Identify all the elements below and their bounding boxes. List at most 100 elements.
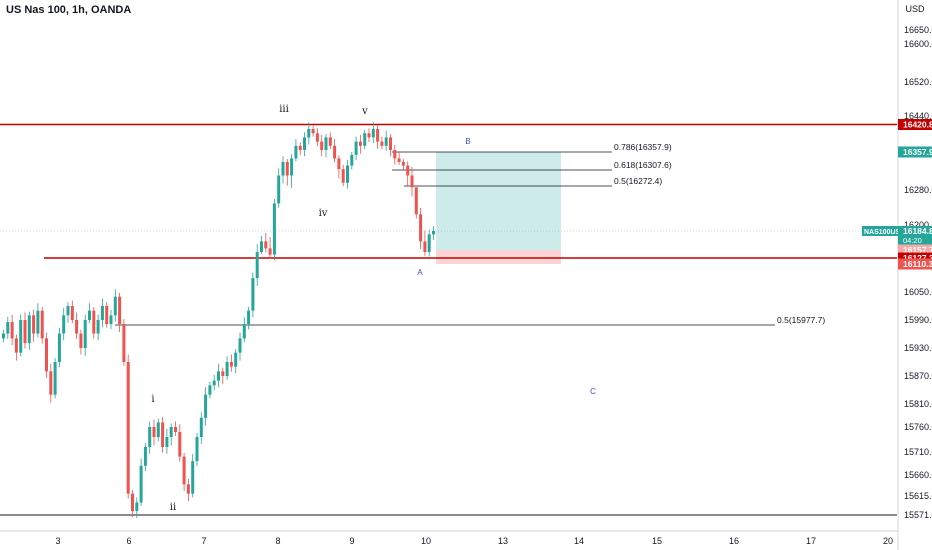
- candle-body: [208, 385, 212, 395]
- badge-text: 16420.8: [903, 120, 932, 130]
- candle-0: [2, 329, 5, 343]
- candle-body: [70, 306, 74, 320]
- candle-body: [83, 320, 87, 348]
- badge-bg: [898, 226, 932, 245]
- fib-label-0: 0.786(16357.9): [614, 142, 672, 152]
- badge-text: 16157.7: [903, 245, 932, 255]
- candle-body: [152, 427, 156, 437]
- x-tick-label-6: 13: [498, 536, 508, 546]
- candle-54: [234, 348, 238, 374]
- candle-28: [122, 319, 126, 366]
- candle-84: [363, 129, 367, 150]
- candle-4: [19, 314, 23, 357]
- candle-7: [32, 309, 36, 342]
- candle-51: [221, 367, 225, 384]
- candle-48: [208, 381, 212, 399]
- candle-65: [281, 156, 285, 184]
- candle-42: [182, 452, 186, 491]
- candle-71: [307, 122, 311, 145]
- candle-body: [410, 175, 414, 188]
- candle-10: [45, 332, 48, 378]
- candle-66: [285, 159, 289, 186]
- candle-61: [264, 232, 268, 253]
- candle-96: [414, 187, 418, 219]
- candle-body: [6, 322, 10, 334]
- x-axis: 3 6 7 8 9 10 13 14 15 16 17 20: [0, 530, 898, 546]
- candle-body: [414, 187, 418, 215]
- candle-body: [303, 137, 306, 150]
- candle-body: [36, 310, 40, 334]
- candle-body: [229, 362, 233, 367]
- candle-26: [113, 289, 117, 322]
- candle-body: [393, 150, 397, 159]
- candle-body: [268, 248, 272, 255]
- candle-22: [96, 314, 100, 341]
- candle-94: [406, 161, 410, 186]
- candle-body: [260, 241, 263, 253]
- candle-body: [19, 320, 23, 353]
- candle-body: [333, 145, 337, 159]
- candle-44: [191, 453, 195, 498]
- candle-8: [36, 303, 40, 338]
- target-zone: [436, 152, 561, 250]
- candle-body: [247, 310, 251, 325]
- candle-90: [389, 134, 392, 157]
- candle-99: [427, 229, 431, 257]
- candle-16: [70, 300, 74, 324]
- candle-body: [62, 315, 66, 334]
- candle-1: [6, 316, 10, 339]
- candle-body: [337, 158, 341, 170]
- candle-body: [397, 158, 401, 162]
- candle-body: [320, 141, 324, 150]
- candle-63: [272, 199, 276, 261]
- candle-19: [83, 314, 87, 356]
- candle-body: [96, 320, 100, 334]
- candle-14: [62, 307, 66, 341]
- candle-53: [229, 354, 233, 372]
- candle-30: [131, 489, 134, 517]
- wave-label-ii: ii: [170, 502, 176, 513]
- position-zones: [436, 152, 561, 264]
- candle-body: [178, 432, 182, 457]
- x-tick-label-5: 10: [421, 536, 431, 546]
- candle-87: [376, 125, 380, 149]
- y-tick-label-17: 15571.0: [904, 510, 932, 520]
- candle-47: [204, 387, 208, 426]
- candle-body: [45, 338, 48, 372]
- candle-body: [126, 362, 130, 494]
- candle-body: [204, 394, 208, 418]
- price-badges: 16420.8 16357.9 NAS100USD16184.804:2016157…: [862, 119, 932, 270]
- candle-body: [221, 371, 225, 376]
- candle-body: [14, 338, 18, 353]
- x-tick-label-1: 6: [126, 536, 131, 546]
- candle-body: [363, 133, 367, 146]
- candle-body: [10, 322, 14, 339]
- y-tick-label-10: 15930.0: [904, 343, 932, 353]
- y-tick-label-6: 16200.0: [904, 220, 932, 230]
- candle-body: [358, 141, 362, 146]
- countdown-text: 04:20: [903, 236, 922, 245]
- candle-50: [217, 363, 220, 388]
- candle-59: [255, 244, 259, 286]
- candle-body: [328, 137, 332, 146]
- candle-body: [401, 161, 405, 166]
- candle-body: [380, 141, 384, 146]
- candle-2: [10, 314, 14, 346]
- wave-label-v: v: [361, 106, 368, 117]
- candle-86: [371, 122, 375, 144]
- candle-body: [49, 371, 53, 395]
- candle-body: [135, 502, 139, 512]
- candle-80: [346, 159, 349, 189]
- candle-body: [389, 137, 392, 150]
- candle-body: [113, 296, 117, 316]
- candle-body: [148, 427, 152, 447]
- symbol-badge-text: NAS100USD: [864, 229, 905, 236]
- y-tick-label-16: 15615.0: [904, 491, 932, 501]
- fib-label-1: 0.618(16307.6): [614, 160, 672, 170]
- candle-38: [165, 429, 169, 454]
- price-badge-3: 16157.7: [898, 244, 932, 256]
- candle-body: [199, 417, 203, 437]
- candle-body: [419, 214, 423, 242]
